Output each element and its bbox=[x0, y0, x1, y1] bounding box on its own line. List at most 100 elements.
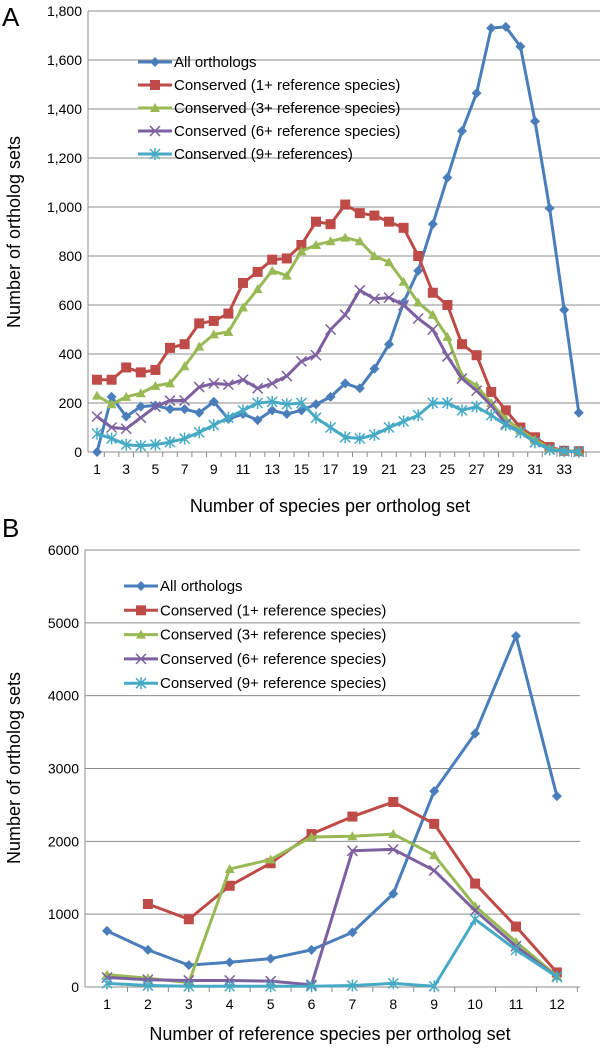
x-tick-label: 17 bbox=[323, 461, 339, 477]
data-point bbox=[544, 203, 555, 214]
x-tick-label: 2 bbox=[144, 996, 152, 1012]
data-point bbox=[369, 210, 380, 221]
data-point bbox=[427, 397, 439, 409]
data-point bbox=[150, 380, 161, 390]
data-point bbox=[165, 404, 175, 415]
y-tick-label: 600 bbox=[59, 297, 83, 313]
data-point bbox=[208, 329, 219, 339]
data-point bbox=[427, 309, 438, 319]
data-point bbox=[237, 404, 249, 417]
data-point bbox=[224, 980, 236, 993]
data-point bbox=[354, 236, 365, 246]
data-point bbox=[179, 339, 190, 350]
data-point bbox=[179, 395, 191, 407]
data-point bbox=[457, 371, 467, 381]
data-point bbox=[179, 432, 191, 445]
y-tick-label: 0 bbox=[71, 979, 79, 995]
legend-label: Conserved (1+ reference species) bbox=[160, 602, 386, 619]
data-point bbox=[413, 297, 424, 307]
data-point bbox=[252, 415, 263, 426]
y-tick-label: 1000 bbox=[48, 906, 79, 922]
x-tick-label: 11 bbox=[236, 461, 251, 477]
data-point bbox=[340, 199, 351, 210]
data-point bbox=[92, 374, 102, 385]
y-tick-label: 6000 bbox=[48, 542, 79, 558]
data-point bbox=[340, 378, 351, 389]
data-point bbox=[387, 843, 399, 855]
x-tick-label: 25 bbox=[440, 461, 456, 477]
data-point bbox=[135, 439, 147, 452]
data-point bbox=[388, 888, 399, 899]
data-point bbox=[529, 436, 541, 449]
x-tick-label: 21 bbox=[381, 461, 397, 477]
data-point bbox=[223, 308, 234, 319]
data-point bbox=[427, 323, 439, 336]
data-point bbox=[325, 236, 336, 246]
data-point bbox=[208, 315, 219, 326]
data-point bbox=[224, 880, 235, 891]
legend-marker bbox=[135, 653, 147, 665]
data-point bbox=[296, 405, 307, 416]
data-point bbox=[469, 913, 481, 926]
data-point bbox=[281, 253, 292, 264]
data-point bbox=[92, 447, 102, 457]
data-point bbox=[296, 246, 307, 256]
data-point bbox=[510, 943, 522, 956]
data-point bbox=[456, 404, 468, 417]
data-point bbox=[347, 927, 358, 938]
data-point bbox=[281, 398, 293, 411]
series-line bbox=[97, 203, 579, 453]
series-line bbox=[106, 832, 558, 985]
data-point bbox=[194, 407, 205, 418]
legend-label: Conserved (6+ reference species) bbox=[160, 651, 386, 668]
data-point bbox=[179, 404, 190, 415]
data-point bbox=[325, 421, 337, 434]
data-point bbox=[149, 401, 161, 413]
data-point bbox=[164, 395, 176, 407]
data-point bbox=[306, 831, 317, 841]
y-tick-label: 800 bbox=[59, 248, 83, 264]
x-tick-label: 1 bbox=[103, 996, 111, 1012]
data-point bbox=[267, 254, 278, 265]
data-point bbox=[442, 300, 453, 310]
data-point bbox=[179, 361, 190, 371]
data-point bbox=[325, 219, 336, 230]
data-point bbox=[164, 436, 176, 449]
data-point bbox=[193, 426, 205, 439]
data-point bbox=[224, 957, 235, 968]
x-tick-label: 33 bbox=[556, 461, 572, 477]
series-line bbox=[147, 800, 559, 974]
data-point bbox=[429, 786, 440, 797]
data-point bbox=[442, 331, 453, 341]
y-tick-label: 1,600 bbox=[47, 52, 82, 68]
data-point bbox=[383, 292, 395, 304]
x-axis-label-b: Number of reference species per ortholog… bbox=[149, 1024, 510, 1044]
y-tick-label: 1,400 bbox=[47, 101, 82, 117]
data-point bbox=[252, 397, 264, 409]
data-point bbox=[388, 829, 399, 839]
data-point bbox=[252, 382, 264, 394]
y-tick-label: 1,000 bbox=[47, 199, 82, 215]
data-point bbox=[442, 172, 453, 183]
data-point bbox=[267, 405, 278, 416]
data-point bbox=[470, 728, 481, 739]
data-point bbox=[515, 41, 526, 52]
y-axis-label-b: Number of ortholog sets bbox=[4, 672, 24, 864]
data-point bbox=[237, 374, 249, 386]
series-line bbox=[106, 634, 559, 967]
y-tick-label: 1,800 bbox=[47, 3, 82, 19]
data-point bbox=[558, 445, 570, 458]
data-point bbox=[470, 878, 481, 889]
x-tick-label: 13 bbox=[264, 461, 280, 477]
legend-label: Conserved (6+ reference species) bbox=[174, 123, 400, 140]
x-tick-label: 1 bbox=[93, 461, 101, 477]
data-point bbox=[427, 219, 438, 230]
data-point bbox=[165, 342, 175, 353]
data-point bbox=[92, 390, 102, 400]
data-point bbox=[311, 399, 321, 410]
series-line bbox=[96, 400, 579, 454]
data-point bbox=[252, 284, 263, 294]
